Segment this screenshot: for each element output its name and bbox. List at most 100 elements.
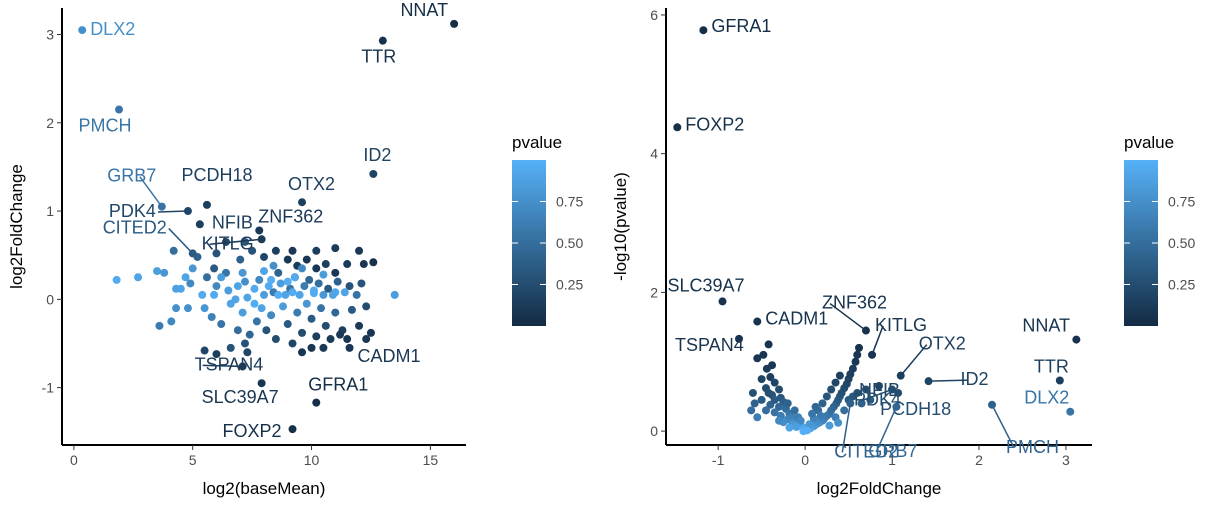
data-point — [309, 286, 318, 295]
data-point — [160, 268, 169, 277]
data-point-labeled — [78, 26, 87, 35]
data-point — [305, 275, 314, 284]
data-point — [134, 273, 143, 282]
data-point — [240, 277, 249, 286]
data-point — [212, 282, 221, 291]
data-point — [307, 314, 316, 323]
point-label: PMCH — [79, 116, 132, 136]
data-point-labeled — [183, 207, 192, 216]
data-point-labeled — [298, 198, 307, 207]
data-point — [853, 388, 862, 397]
data-point-labeled — [312, 398, 321, 407]
data-point — [283, 277, 292, 286]
data-point — [857, 399, 866, 408]
label-connector — [991, 404, 1015, 449]
data-point-labeled — [238, 362, 247, 371]
data-point — [238, 308, 247, 317]
y-axis-label: log2FoldChange — [7, 164, 26, 289]
data-point — [260, 267, 268, 276]
point-label: FOXP2 — [685, 114, 744, 134]
data-point — [298, 348, 307, 357]
data-point — [212, 249, 221, 258]
data-point — [293, 308, 302, 317]
data-point — [747, 406, 756, 415]
data-point — [343, 335, 352, 344]
data-point — [324, 284, 333, 293]
legend-tick-label: 0.75 — [556, 194, 583, 210]
data-point — [757, 375, 766, 384]
data-point — [831, 378, 840, 387]
y-tick-label: 3 — [46, 26, 54, 42]
legend-tick-label: 0.75 — [1168, 194, 1195, 210]
data-point — [264, 282, 273, 291]
data-point — [172, 284, 181, 293]
data-point — [775, 416, 784, 425]
data-point — [355, 246, 364, 255]
data-point — [233, 282, 242, 291]
point-label: NFIB — [859, 380, 900, 400]
x-tick-label: 5 — [189, 452, 197, 468]
point-label: CADM1 — [765, 309, 828, 329]
data-point — [357, 279, 366, 288]
x-tick-label: 10 — [304, 452, 320, 468]
data-point — [331, 288, 340, 297]
data-point — [340, 288, 349, 297]
point-label: GRB7 — [107, 166, 156, 186]
label-connector — [871, 325, 884, 356]
legend-title: pvalue — [512, 133, 562, 152]
data-point — [808, 409, 817, 418]
data-point — [331, 268, 340, 277]
data-point — [326, 335, 335, 344]
data-point — [319, 290, 328, 299]
label-connector — [202, 364, 243, 368]
data-point — [347, 305, 356, 314]
data-point — [281, 290, 290, 299]
data-point — [288, 246, 297, 255]
data-point — [796, 416, 805, 425]
data-point-labeled — [115, 105, 124, 114]
data-point — [279, 302, 288, 311]
data-point-labeled — [1072, 335, 1081, 344]
data-point — [283, 320, 292, 329]
point-label: PCDH18 — [880, 399, 951, 419]
data-point — [274, 290, 283, 299]
point-label: GRB7 — [868, 441, 917, 461]
x-tick-label: 2 — [975, 452, 983, 468]
data-point-labeled — [288, 425, 297, 434]
legend-title: pvalue — [1124, 133, 1174, 152]
point-label: NNAT — [400, 0, 448, 20]
data-point-labeled — [868, 350, 877, 359]
data-point-labeled — [735, 334, 744, 343]
data-point — [816, 411, 825, 420]
point-label: SLC39A7 — [202, 387, 279, 407]
data-point — [224, 286, 233, 295]
data-point — [217, 320, 226, 329]
point-label: ZNF362 — [822, 293, 887, 313]
point-label: TSPAN4 — [675, 335, 744, 355]
data-point — [250, 299, 259, 308]
point-label: SLC39A7 — [668, 275, 745, 295]
data-point — [834, 418, 843, 427]
data-point — [818, 399, 827, 408]
data-point — [343, 260, 352, 269]
data-point — [153, 267, 162, 276]
point-label: CITED2 — [103, 217, 167, 237]
point-label: PDK4 — [109, 201, 156, 221]
data-point — [822, 392, 831, 401]
data-point — [319, 343, 328, 352]
data-point — [805, 420, 814, 429]
data-point — [236, 255, 245, 264]
data-point — [255, 275, 264, 284]
point-label: OTX2 — [288, 174, 335, 194]
data-point — [274, 268, 283, 277]
data-point-labeled — [450, 19, 459, 28]
data-point — [827, 385, 836, 394]
x-tick-label: -1 — [712, 452, 725, 468]
data-point — [283, 255, 292, 264]
data-point — [840, 406, 849, 415]
label-connector — [139, 176, 163, 208]
data-point — [188, 264, 197, 273]
data-point — [811, 402, 820, 411]
data-point — [851, 357, 860, 366]
data-point — [825, 421, 834, 430]
